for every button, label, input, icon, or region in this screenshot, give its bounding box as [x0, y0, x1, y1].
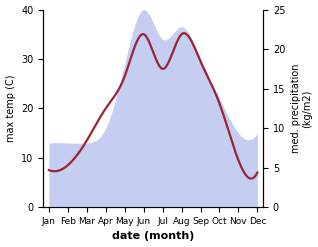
X-axis label: date (month): date (month) — [112, 231, 194, 242]
Y-axis label: med. precipitation
(kg/m2): med. precipitation (kg/m2) — [291, 64, 313, 153]
Y-axis label: max temp (C): max temp (C) — [5, 75, 16, 142]
